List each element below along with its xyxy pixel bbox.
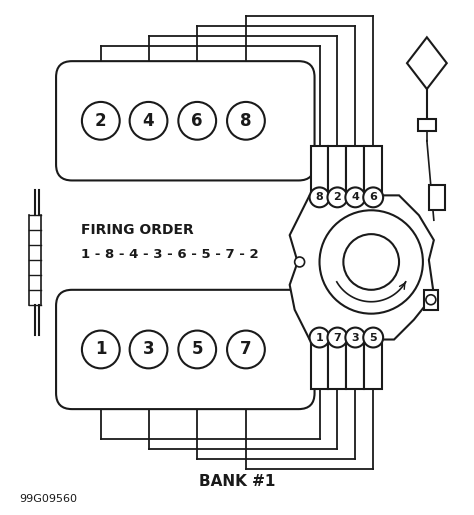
- Text: 4: 4: [143, 112, 155, 130]
- Text: BANK #1: BANK #1: [199, 474, 275, 489]
- Circle shape: [295, 257, 305, 267]
- Text: 5: 5: [191, 340, 203, 358]
- Text: 3: 3: [352, 333, 359, 342]
- Circle shape: [82, 331, 120, 368]
- Bar: [429, 185, 445, 210]
- Text: 99G09560: 99G09560: [19, 493, 77, 504]
- Circle shape: [346, 328, 365, 348]
- Bar: [328, 146, 346, 195]
- Text: 4: 4: [351, 193, 359, 202]
- Circle shape: [343, 234, 399, 290]
- Text: 1 - 8 - 4 - 3 - 6 - 5 - 7 - 2: 1 - 8 - 4 - 3 - 6 - 5 - 7 - 2: [81, 248, 258, 261]
- Text: 2: 2: [334, 193, 341, 202]
- Polygon shape: [290, 195, 434, 339]
- Circle shape: [129, 102, 167, 140]
- Bar: [418, 119, 436, 131]
- Text: 7: 7: [240, 340, 252, 358]
- Bar: [310, 339, 328, 389]
- Circle shape: [346, 187, 365, 208]
- Text: 3: 3: [143, 340, 155, 358]
- Bar: [346, 339, 364, 389]
- FancyBboxPatch shape: [56, 290, 315, 409]
- Circle shape: [178, 102, 216, 140]
- Bar: [424, 290, 438, 310]
- Text: 7: 7: [334, 333, 341, 342]
- Circle shape: [82, 102, 120, 140]
- Text: 5: 5: [369, 333, 377, 342]
- Circle shape: [363, 187, 383, 208]
- Circle shape: [178, 331, 216, 368]
- Circle shape: [129, 331, 167, 368]
- Text: 1: 1: [316, 333, 323, 342]
- Circle shape: [328, 187, 347, 208]
- Circle shape: [426, 295, 436, 305]
- Circle shape: [363, 328, 383, 348]
- Text: 1: 1: [95, 340, 107, 358]
- Text: 2: 2: [95, 112, 107, 130]
- Circle shape: [227, 102, 265, 140]
- Circle shape: [319, 210, 423, 314]
- Bar: [346, 146, 364, 195]
- Bar: [328, 339, 346, 389]
- Text: 6: 6: [191, 112, 203, 130]
- Bar: [364, 146, 382, 195]
- FancyBboxPatch shape: [56, 61, 315, 180]
- Circle shape: [310, 328, 329, 348]
- Text: 6: 6: [369, 193, 377, 202]
- Circle shape: [328, 328, 347, 348]
- Circle shape: [310, 187, 329, 208]
- Text: 8: 8: [240, 112, 252, 130]
- Polygon shape: [407, 37, 447, 89]
- Bar: [310, 146, 328, 195]
- Circle shape: [227, 331, 265, 368]
- Bar: [364, 339, 382, 389]
- Text: FIRING ORDER: FIRING ORDER: [81, 223, 194, 237]
- Text: 8: 8: [316, 193, 323, 202]
